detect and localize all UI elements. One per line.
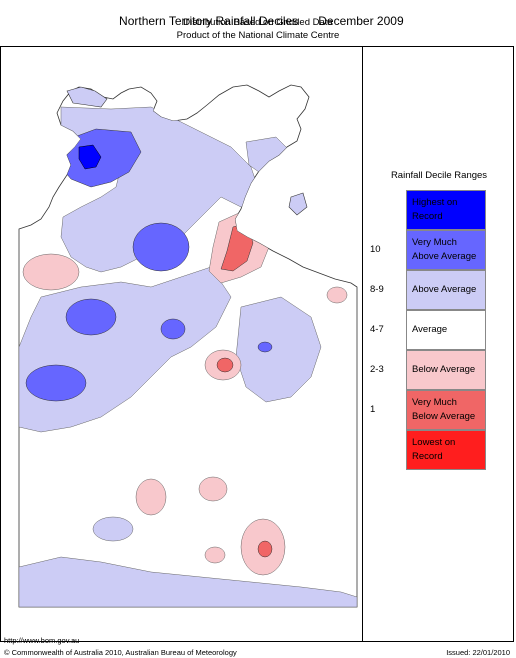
map-subtitle-product: Product of the National Climate Centre: [176, 30, 340, 41]
very-much-above-average-area-south-west: [25, 364, 87, 402]
very-much-above-average-area-west: [65, 298, 117, 336]
legend-swatch-6: Lowest on Record: [406, 430, 486, 470]
very-much-above-average-area-mid: [160, 318, 186, 340]
legend-title: Rainfall Decile Ranges: [390, 170, 488, 181]
rainfall-decile-map: [18, 84, 358, 608]
footer-copyright: © Commonwealth of Australia 2010, Austra…: [4, 648, 237, 657]
legend-swatch-4: Below Average: [406, 350, 486, 390]
legend-swatch-0: Highest on Record: [406, 190, 486, 230]
legend-range-4: 2-3: [370, 364, 384, 375]
legend-range-2: 8-9: [370, 284, 384, 295]
map-title-region: Northern Territory Rainfall Deciles: [119, 14, 299, 28]
very-much-above-average-area-centre: [132, 222, 190, 272]
legend-divider: [362, 46, 363, 642]
legend-swatch-5: Very Much Below Average: [406, 390, 486, 430]
legend-swatch-2: Above Average: [406, 270, 486, 310]
very-much-below-average-area-south: [257, 540, 273, 558]
below-average-area-south-4: [204, 546, 226, 564]
tiwi-islands: [66, 86, 108, 108]
map-title: Northern Territory Rainfall Deciles Dece…: [0, 0, 516, 28]
highest-on-record-area: [78, 144, 102, 170]
legend-range-3: 4-7: [370, 324, 384, 335]
map-title-period: December 2009: [318, 14, 404, 28]
legend-range-1: 10: [370, 244, 381, 255]
legend-range-5: 1: [370, 404, 376, 415]
footer-url[interactable]: http://www.bom.gov.au: [4, 636, 80, 645]
above-average-area-south-west: [92, 516, 134, 542]
map-subtitle-distribution: Distribution Based on Gridded Data: [183, 17, 333, 28]
below-average-area-south-1: [135, 478, 167, 516]
footer-issued: Issued: 22/01/2010: [446, 648, 510, 657]
legend-swatch-1: Very Much Above Average: [406, 230, 486, 270]
groote-eylandt: [288, 192, 308, 216]
map-frame: [0, 46, 514, 642]
below-average-area-west-coast: [22, 253, 80, 291]
very-much-below-average-area-centre-east: [216, 357, 234, 373]
legend-swatch-3: Average: [406, 310, 486, 350]
above-average-area-south: [19, 556, 357, 607]
below-average-area-far-east: [326, 286, 348, 304]
very-much-above-average-area-east: [257, 341, 273, 353]
above-average-area-east: [235, 296, 322, 403]
below-average-area-south-2: [198, 476, 228, 502]
